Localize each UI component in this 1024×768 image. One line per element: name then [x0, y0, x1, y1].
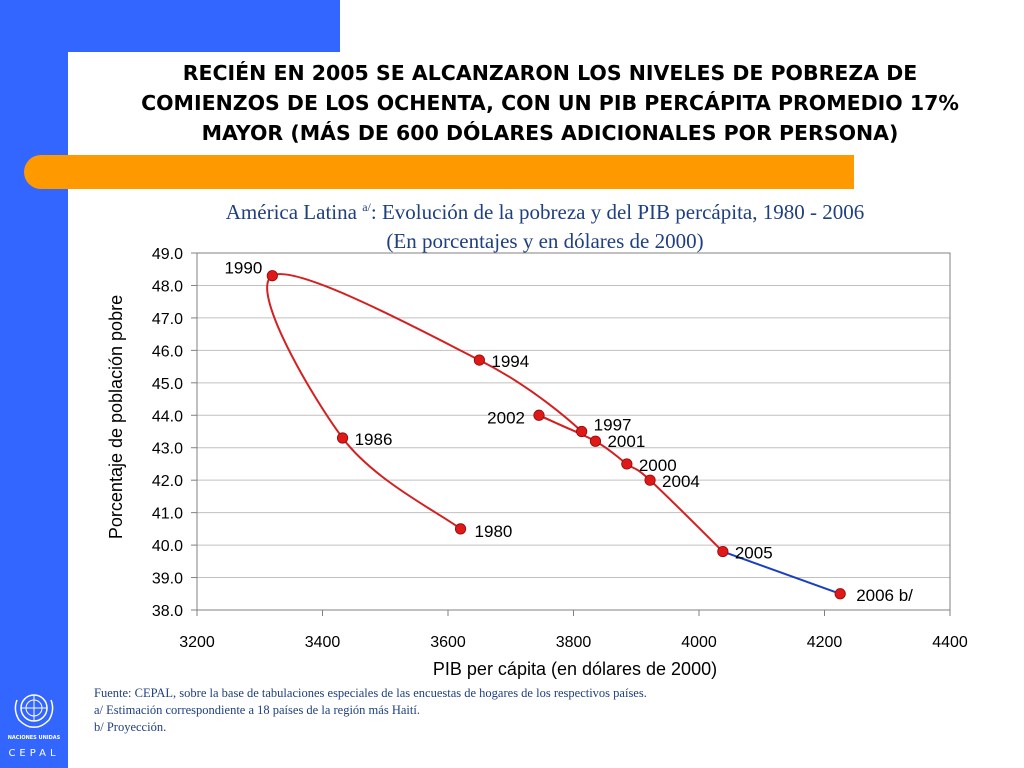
data-point-1986 [336, 432, 349, 444]
x-tick-label: 4400 [932, 634, 968, 651]
axis-ticks: 38.0 39.0 40.0 41.0 42.0 43.0 44.0 45.0 46.0 47.0… [152, 246, 968, 651]
footer-notes: Fuente: CEPAL, sobre la base de tabulaci… [94, 685, 914, 736]
y-tick-label: 49.0 [152, 246, 183, 263]
point-label: 1994 [491, 352, 529, 371]
x-tick-label: 4200 [807, 634, 843, 651]
cepal-logo: NACIONES UNIDAS CEPAL [3, 682, 65, 766]
data-point-1990 [266, 270, 278, 282]
y-tick-label: 41.0 [152, 506, 183, 523]
gridlines [197, 252, 950, 579]
orange-divider-bar [24, 155, 854, 189]
series-lines [266, 273, 841, 595]
y-tick-label: 43.0 [152, 441, 183, 458]
slide-headline: RECIÉN EN 2005 SE ALCANZARON LOS NIVELES… [141, 61, 959, 145]
x-tick-label: 3200 [179, 634, 215, 651]
y-tick-label: 45.0 [152, 376, 183, 393]
y-axis-title: Porcentaje de población pobre [106, 295, 126, 539]
point-label: 1980 [475, 522, 513, 541]
y-tick-label: 42.0 [152, 473, 183, 490]
y-tick-label: 44.0 [152, 408, 183, 425]
point-label: 2002 [487, 408, 525, 427]
data-point-2002 [533, 409, 545, 421]
source-note: Fuente: CEPAL, sobre la base de tabulaci… [94, 686, 647, 700]
data-point-2006b [834, 588, 846, 600]
data-point-2000 [621, 458, 633, 470]
x-tick-label: 3800 [556, 634, 592, 651]
x-axis-title: PIB per cápita (en dólares de 2000) [433, 659, 717, 679]
x-tick-label: 3600 [430, 634, 466, 651]
x-tick-label: 3400 [305, 634, 341, 651]
chart-subtitle: América Latina a/: Evolución de la pobre… [120, 193, 970, 256]
y-tick-label: 39.0 [152, 571, 183, 588]
y-tick-label: 46.0 [152, 343, 183, 360]
x-tick-label: 4000 [681, 634, 717, 651]
series-line-projection [722, 550, 841, 595]
point-label: 2005 [735, 544, 773, 563]
point-label: 1990 [224, 259, 262, 278]
data-point-2005 [717, 545, 729, 558]
y-tick-label: 48.0 [152, 278, 183, 295]
chart-subtitle-line2: (En porcentajes y en dólares de 2000) [386, 229, 704, 253]
left-accent-bar [0, 0, 68, 768]
data-point-1994 [473, 354, 485, 366]
point-label: 2004 [662, 472, 700, 491]
data-point-1997 [576, 425, 588, 438]
point-label: 2001 [607, 432, 645, 451]
footnote-marker-a: a/ [362, 200, 371, 214]
logo-cepal-text: CEPAL [8, 748, 60, 759]
footnote-b: b/ Proyección. [94, 720, 167, 734]
point-label: 1986 [355, 430, 393, 449]
y-tick-label: 40.0 [152, 538, 183, 555]
chart-subtitle-line1: América Latina a/: Evolución de la pobre… [225, 200, 865, 224]
data-point-2001 [589, 435, 602, 447]
logo-org-name: NACIONES UNIDAS [7, 735, 61, 741]
un-emblem-icon [14, 694, 54, 728]
y-tick-label: 38.0 [152, 603, 183, 620]
data-point-1980 [454, 523, 467, 535]
series-line-historical [266, 273, 724, 553]
point-label: 1997 [594, 416, 632, 435]
footnote-a: a/ Estimación correspondiente a 18 paíse… [94, 703, 420, 717]
point-label: 2006 b/ [856, 586, 913, 605]
series-markers [266, 270, 846, 600]
data-point-2004 [644, 474, 656, 486]
y-tick-label: 47.0 [152, 311, 183, 328]
point-label: 2000 [639, 456, 677, 475]
